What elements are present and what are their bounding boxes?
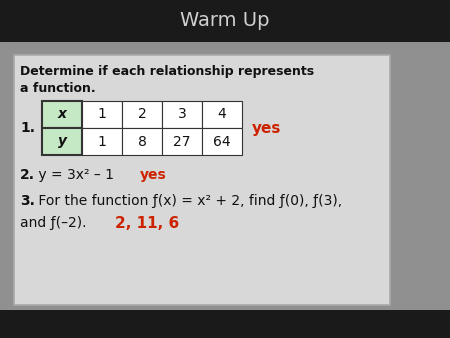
Text: Warm Up: Warm Up	[180, 11, 270, 30]
Bar	[0, 310, 450, 338]
Bar	[162, 101, 202, 128]
Bar	[42, 128, 82, 155]
Text: y: y	[58, 135, 67, 148]
Bar	[162, 128, 202, 155]
Text: 1: 1	[98, 107, 107, 121]
Text: Determine if each relationship represents: Determine if each relationship represent…	[20, 66, 314, 78]
Text: y = 3x² – 1: y = 3x² – 1	[34, 168, 114, 182]
Bar	[122, 128, 162, 155]
Bar	[202, 128, 242, 155]
Bar	[82, 128, 122, 155]
Text: 2.: 2.	[20, 168, 35, 182]
Bar	[14, 55, 390, 305]
Bar	[0, 0, 450, 42]
Text: 27: 27	[173, 135, 191, 148]
Bar	[202, 101, 242, 128]
Text: 3.: 3.	[20, 194, 35, 208]
Text: For the function ƒ(x) = x² + 2, find ƒ(0), ƒ(3),: For the function ƒ(x) = x² + 2, find ƒ(0…	[34, 194, 342, 208]
Text: 2: 2	[138, 107, 146, 121]
Text: a function.: a function.	[20, 81, 95, 95]
Bar	[122, 101, 162, 128]
Bar	[82, 101, 122, 128]
Bar	[42, 101, 82, 128]
Text: 4: 4	[218, 107, 226, 121]
Text: 2, 11, 6: 2, 11, 6	[115, 216, 179, 231]
Text: 8: 8	[138, 135, 146, 148]
Text: and ƒ(–2).: and ƒ(–2).	[20, 216, 86, 230]
Text: yes: yes	[252, 121, 281, 136]
Text: x: x	[58, 107, 67, 121]
Text: 3: 3	[178, 107, 186, 121]
Text: 64: 64	[213, 135, 231, 148]
Text: yes: yes	[140, 168, 167, 182]
Bar	[0, 42, 450, 310]
Text: 1: 1	[98, 135, 107, 148]
Text: 1.: 1.	[20, 121, 35, 135]
